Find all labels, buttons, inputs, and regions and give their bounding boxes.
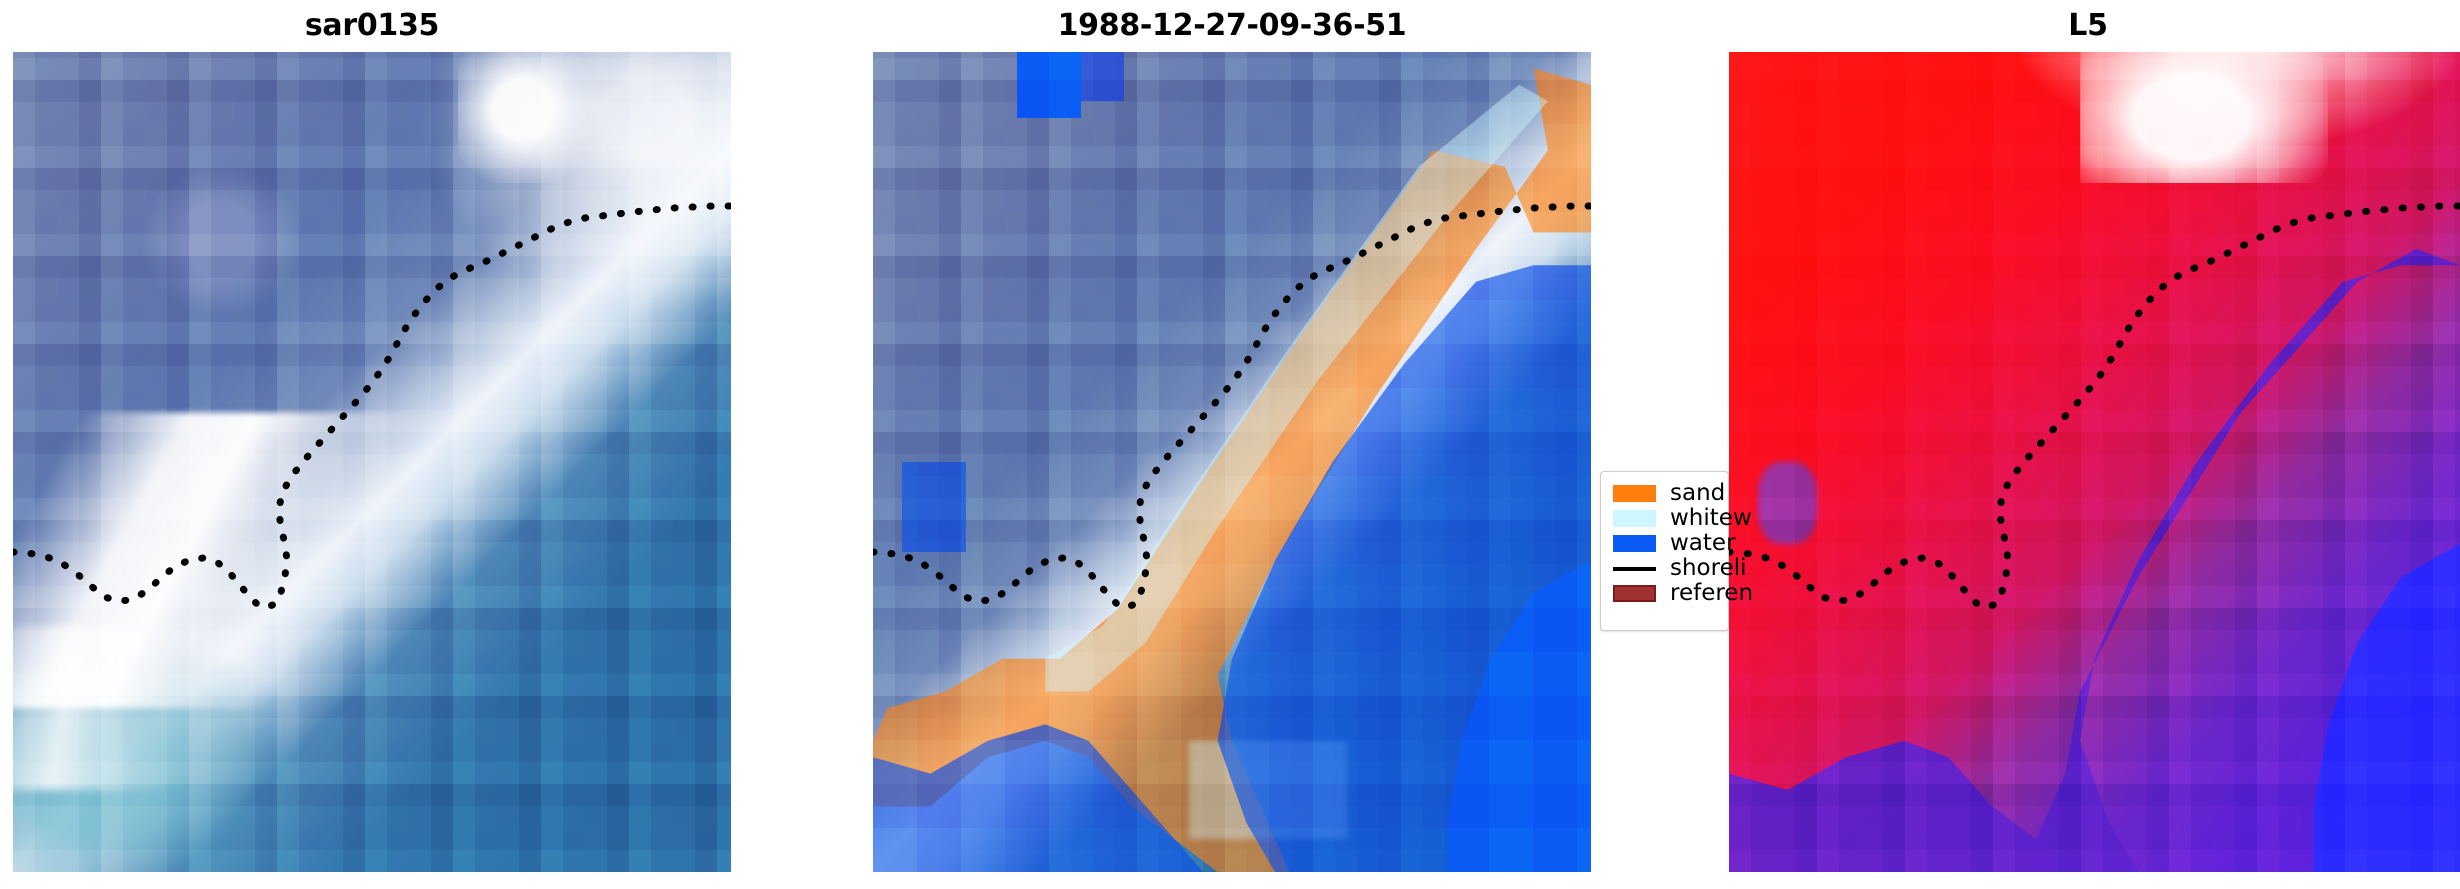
classified-raster-image bbox=[873, 52, 1591, 872]
sand-swatch-icon bbox=[1613, 485, 1656, 502]
legend-label-whitewater: whitew bbox=[1670, 505, 1752, 531]
panel-title-classified: 1988-12-27-09-36-51 bbox=[1057, 8, 1407, 43]
legend-label-water: water bbox=[1670, 530, 1736, 556]
panel-title-sar0135: sar0135 bbox=[304, 8, 440, 43]
legend-label-sand: sand bbox=[1670, 480, 1726, 506]
legend-box: sand whitew water shoreli referen bbox=[1600, 471, 1753, 631]
l5-raster-image bbox=[1729, 52, 2460, 872]
legend-item-shoreline: shoreli bbox=[1613, 556, 1747, 581]
panel-l5: L5 bbox=[1716, 0, 2460, 889]
axes-classified bbox=[873, 52, 1591, 872]
legend-item-water: water bbox=[1613, 531, 1736, 556]
shoreline-line-icon bbox=[1613, 566, 1656, 571]
legend-label-reference: referen bbox=[1670, 580, 1754, 606]
legend-item-sand: sand bbox=[1613, 481, 1725, 506]
water-swatch-icon bbox=[1613, 535, 1656, 552]
panel-sar0135: sar0135 bbox=[0, 0, 745, 889]
panel-classified: 1988-12-27-09-36-51 bbox=[860, 0, 1605, 889]
whitewater-swatch-icon bbox=[1613, 510, 1656, 527]
sar-raster-image bbox=[13, 52, 731, 872]
legend-item-whitewater: whitew bbox=[1613, 506, 1752, 531]
axes-l5 bbox=[1729, 52, 2460, 872]
legend-item-reference: referen bbox=[1613, 581, 1753, 606]
axes-sar0135 bbox=[13, 52, 731, 872]
legend-label-shoreline: shoreli bbox=[1670, 555, 1747, 581]
panel-title-l5: L5 bbox=[2068, 8, 2108, 43]
reference-swatch-icon bbox=[1613, 585, 1656, 602]
